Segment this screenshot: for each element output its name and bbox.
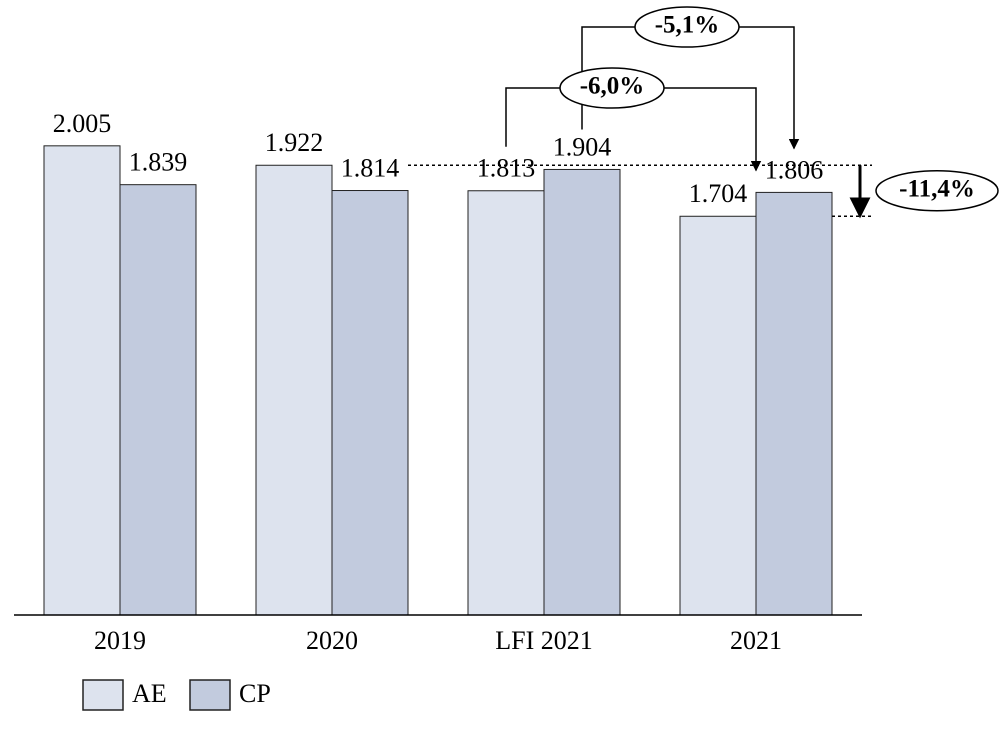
bar bbox=[43, 145, 121, 616]
value-label: 1.839 bbox=[129, 148, 188, 177]
value-label: 1.904 bbox=[553, 132, 612, 161]
bar bbox=[755, 191, 833, 616]
bar bbox=[119, 184, 197, 616]
bar bbox=[543, 168, 621, 616]
value-label: 1.814 bbox=[341, 153, 400, 182]
x-tick-label: 2019 bbox=[94, 626, 146, 655]
annotation: -6,0% bbox=[580, 73, 645, 100]
legend-label: AE bbox=[132, 679, 167, 708]
legend-swatch bbox=[82, 679, 124, 711]
value-label: 1.922 bbox=[265, 128, 324, 157]
bar bbox=[679, 215, 757, 616]
x-tick-label: 2021 bbox=[730, 626, 782, 655]
value-label: 1.704 bbox=[689, 179, 748, 208]
x-tick-label: 2020 bbox=[306, 626, 358, 655]
value-label: 2.005 bbox=[53, 109, 112, 138]
legend-label: CP bbox=[239, 679, 271, 708]
bar bbox=[255, 164, 333, 616]
bar bbox=[467, 190, 545, 616]
x-tick-label: LFI 2021 bbox=[495, 626, 593, 655]
annotation-oval bbox=[634, 6, 740, 48]
annotation: -11,4% bbox=[899, 175, 975, 202]
bar bbox=[331, 190, 409, 616]
annotation: -5,1% bbox=[655, 12, 720, 39]
value-label: 1.806 bbox=[765, 155, 824, 184]
legend-swatch bbox=[189, 679, 231, 711]
annotation-oval bbox=[875, 170, 999, 212]
annotation-oval bbox=[559, 67, 665, 109]
value-label: 1.813 bbox=[477, 154, 536, 183]
